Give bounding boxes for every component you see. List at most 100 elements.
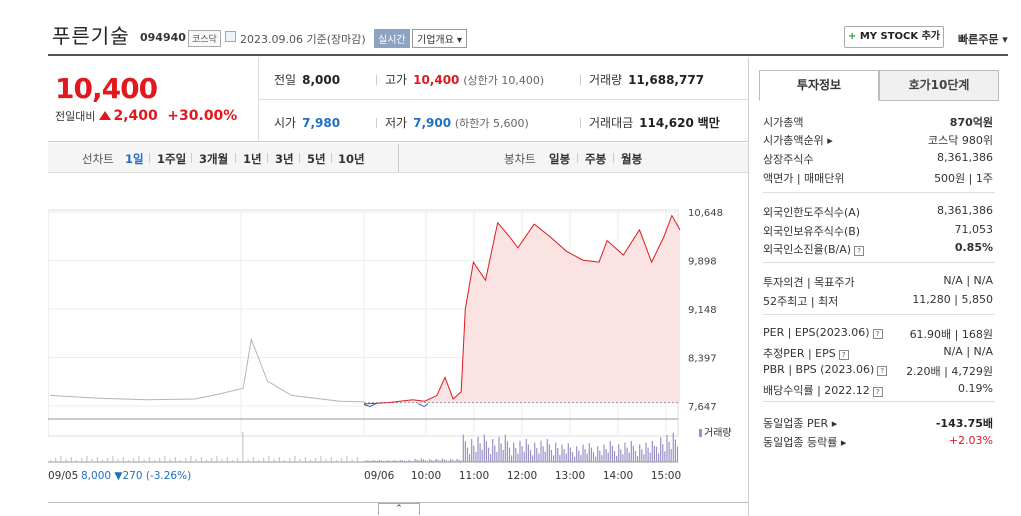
volume-bar [154,460,155,462]
invest-row-value: +2.03% [948,434,993,447]
invest-info-panel: 투자정보 호가10단계 시가총액 870억원 시가총액순위 ▸ 코스닥 980위 상장주… [748,58,1008,516]
volume-bar [588,443,590,462]
volume-bar [380,460,382,462]
volume-bar [498,436,500,462]
tab-invest-info[interactable]: 투자정보 [759,70,879,101]
help-icon[interactable]: ? [872,387,883,397]
invest-row: 외국인소진율(B/A)? 0.85% [763,241,993,257]
price-summary: 10,400 전일대비 2,400 +30.00% 전일 8,000 고가 10,40… [48,58,748,142]
add-my-stock-button[interactable]: + MY STOCK 추가 [844,26,944,48]
volume-bar [601,455,603,462]
help-icon[interactable]: ? [877,366,888,376]
volume-bar [553,455,555,462]
volume-bar [605,449,607,462]
volume-bar [513,442,515,462]
realtime-button[interactable]: 실시간 [374,29,410,48]
quick-order-button[interactable]: 빠른주문 ▾ [958,33,1008,46]
company-overview-dropdown[interactable]: 기업개요 ▾ [412,29,467,48]
period-1w[interactable]: 1주일 [157,152,187,166]
current-day-line [363,214,681,405]
price-area [364,215,680,403]
volume-bar [76,460,77,462]
period-1d[interactable]: 1일 [125,152,144,166]
volume-bar [221,459,223,462]
help-icon[interactable]: ? [838,350,849,360]
period-daily[interactable]: 일봉 [549,152,571,166]
volume-bar [117,459,119,462]
volume-bar [263,458,265,462]
invest-row-label[interactable]: 동일업종 등락률 ▸ [763,436,847,449]
x-tick-label: 13:00 [555,470,585,482]
current-price: 10,400 [55,72,158,105]
base-date: 2023.09.06 기준(장마감) [240,33,366,46]
volume-bar [576,446,578,462]
period-monthly[interactable]: 월봉 [621,152,643,166]
volume-bar [346,456,348,462]
volume-bar [393,460,395,462]
volume-bar [668,441,670,462]
add-my-stock-label: MY STOCK 추가 [859,31,941,42]
invest-row-label: 추정PER | EPS? [763,345,849,361]
volume-bar [469,454,471,462]
volume-bar [676,446,679,462]
invest-row-label: PER | EPS(2023.06)? [763,326,883,339]
invest-row-label: 상장주식수 [763,153,814,166]
volume-bar [674,439,676,462]
price-chart[interactable]: 10,648 9,898 9,148 8,397 7,647 거래량 09/06 10:00 1… [48,174,748,484]
diff-value: 2,400 [113,108,158,124]
volume-bar [586,453,588,462]
volume-bar [660,437,662,462]
volume-bar [211,458,213,462]
period-3m[interactable]: 3개월 [199,152,229,166]
volume-bar [624,442,626,462]
invest-row-value: 8,361,386 [937,204,993,217]
divider [258,58,259,142]
volume-bar [169,459,171,462]
volume-bar [525,438,527,462]
volume-bar [278,457,280,462]
volume-bar [70,457,72,462]
volume-bar [395,460,397,462]
invest-row-label: 투자의견 | 목표주가 [763,276,855,289]
help-icon[interactable]: ? [854,246,865,256]
volume-bar [561,444,563,462]
help-icon[interactable]: ? [872,329,883,339]
volume-bar [448,461,450,462]
volume-bar [647,447,649,462]
volume-bar [351,459,353,462]
volume-bar [582,444,584,462]
period-1y[interactable]: 1년 [243,152,262,166]
volume-bar [247,459,249,462]
volume-bar [336,460,337,462]
volume-bar [609,441,611,462]
line-chart-label: 선차트 [82,152,114,166]
volume-bar [330,457,332,462]
invest-row-label[interactable]: 시가총액순위 ▸ [763,134,833,147]
price-chart-svg: 10,648 9,898 9,148 8,397 7,647 거래량 09/06 10:00 1… [48,208,732,482]
x-tick-label: 15:00 [651,470,681,482]
volume-bar [546,438,548,462]
volume-bar [81,458,83,462]
prev-close: 전일 8,000 [274,73,341,87]
volume-bar [185,458,187,462]
volume-bar [387,460,389,462]
period-weekly[interactable]: 주봉 [585,152,607,166]
period-10y[interactable]: 10년 [338,152,365,166]
volume-bar [304,457,306,462]
tab-orderbook[interactable]: 호가10단계 [879,70,999,101]
volume-bar [226,457,228,462]
x-tick-label: 10:00 [411,470,441,482]
volume-bar [571,452,574,462]
period-3y[interactable]: 3년 [275,152,294,166]
collapse-chevron-icon[interactable]: ⌃ [378,503,420,515]
volume-bar [128,460,129,462]
volume-bar [578,450,580,462]
low-price: 저가 7,900 (하한가 5,600) [376,114,529,131]
volume-bar [565,453,567,462]
volume-bar [460,460,462,462]
volume-bar [389,460,391,462]
volume-bar [216,456,218,462]
period-5y[interactable]: 5년 [307,152,326,166]
invest-row-label[interactable]: 동일업종 PER ▸ [763,417,838,430]
volume-bar [670,448,672,462]
